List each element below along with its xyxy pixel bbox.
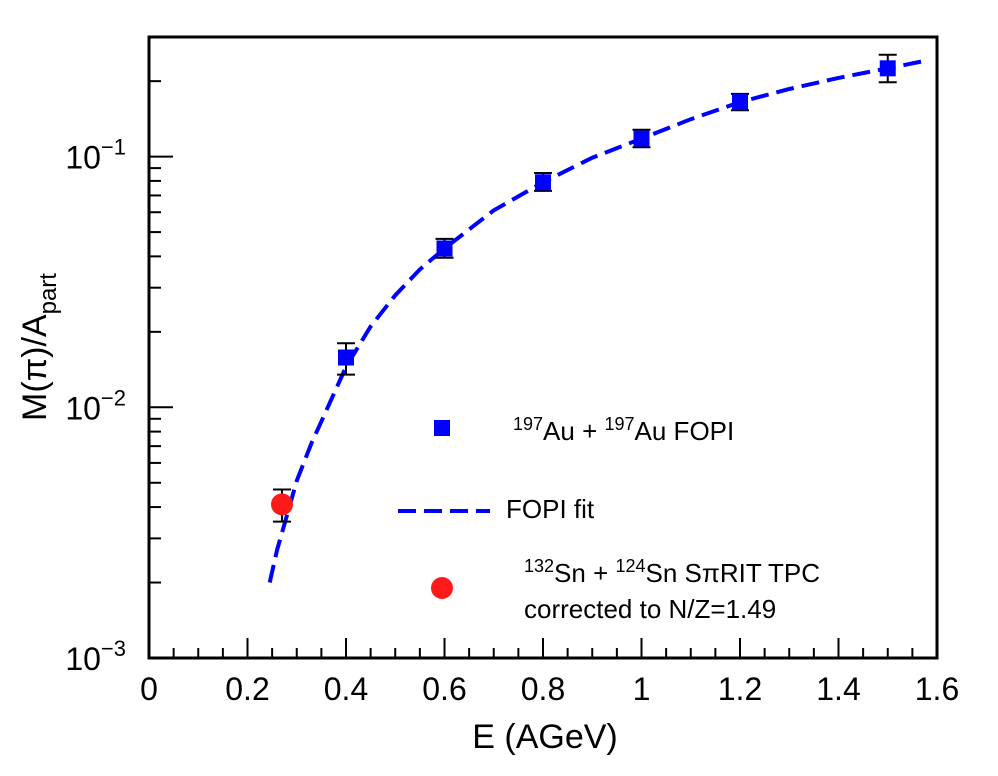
x-tick-label: 0.2 (225, 671, 269, 707)
legend-label-part: Au FOPI (635, 416, 735, 446)
legend-symbol-circle (431, 577, 453, 599)
legend-symbol-square (434, 420, 450, 436)
y-tick-label: 10−3 (65, 636, 126, 677)
y-tick-label: 10−2 (65, 385, 126, 426)
y-tick-base: 10 (65, 641, 101, 677)
legend-label-part: Sn + (554, 558, 615, 588)
au-data-point (535, 174, 551, 191)
x-tick-label: 0.4 (324, 671, 368, 707)
au-data-point (732, 94, 748, 111)
legend-label-part: FOPI fit (506, 494, 595, 524)
y-axis: 10−310−210−1 (65, 80, 173, 677)
sn-data-point (270, 493, 293, 516)
y-tick-exponent: −1 (101, 135, 126, 160)
au-data-point (436, 240, 453, 257)
x-tick-label: 1.6 (915, 671, 959, 707)
x-axis: 0 0.2 0.4 0.6 0.8 1 1.2 1.4 1.6 (140, 638, 959, 707)
legend-label-line2: corrected to N/Z=1.49 (524, 594, 776, 624)
x-tick-label: 0 (140, 671, 158, 707)
y-tick-label: 10−1 (65, 135, 126, 176)
legend-label: FOPI fit (506, 494, 595, 524)
y-tick-base: 10 (65, 140, 101, 176)
x-tick-label: 1.2 (718, 671, 762, 707)
plot-area (267, 53, 928, 583)
legend-label-superscript: 197 (513, 414, 543, 434)
x-tick-label: 0.6 (422, 671, 466, 707)
legend-label-superscript: 197 (604, 414, 634, 434)
legend-label-superscript: 124 (615, 556, 645, 576)
y-axis-title-sub: part (35, 273, 62, 315)
y-tick-base: 10 (65, 390, 101, 426)
y-axis-title-main: M(π)/A (16, 314, 54, 421)
y-tick-exponent: −3 (101, 636, 126, 661)
x-tick-label: 0.8 (521, 671, 565, 707)
legend-label-superscript: 132 (524, 556, 554, 576)
au-data-point (879, 60, 896, 77)
au-data-point (338, 349, 354, 366)
legend-label-part: Au + (543, 416, 604, 446)
x-tick-label: 1 (633, 671, 651, 707)
legend-label: 197Au + 197Au FOPI (513, 414, 734, 446)
x-axis-title: E (AGeV) (472, 718, 617, 756)
fopi-fit-line (267, 58, 928, 583)
legend-label: 132Sn + 124Sn SπRIT TPC (524, 556, 820, 588)
legend-label-part: Sn SπRIT TPC (646, 558, 820, 588)
y-axis-title: M(π)/Apart (16, 273, 62, 421)
au-data-point (633, 130, 650, 147)
y-tick-exponent: −2 (101, 385, 126, 410)
x-tick-label: 1.4 (816, 671, 860, 707)
